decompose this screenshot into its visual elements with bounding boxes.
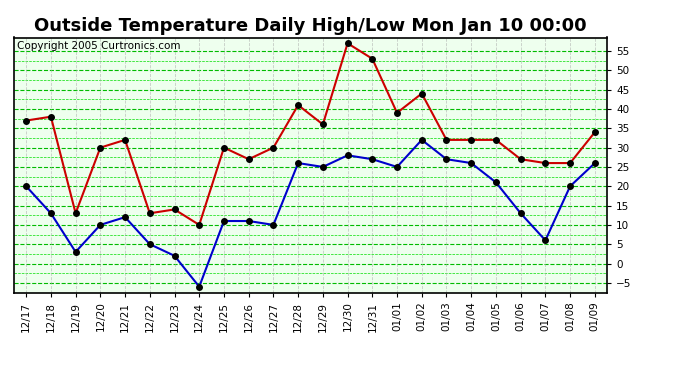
Text: Copyright 2005 Curtronics.com: Copyright 2005 Curtronics.com bbox=[17, 41, 180, 51]
Title: Outside Temperature Daily High/Low Mon Jan 10 00:00: Outside Temperature Daily High/Low Mon J… bbox=[34, 16, 586, 34]
